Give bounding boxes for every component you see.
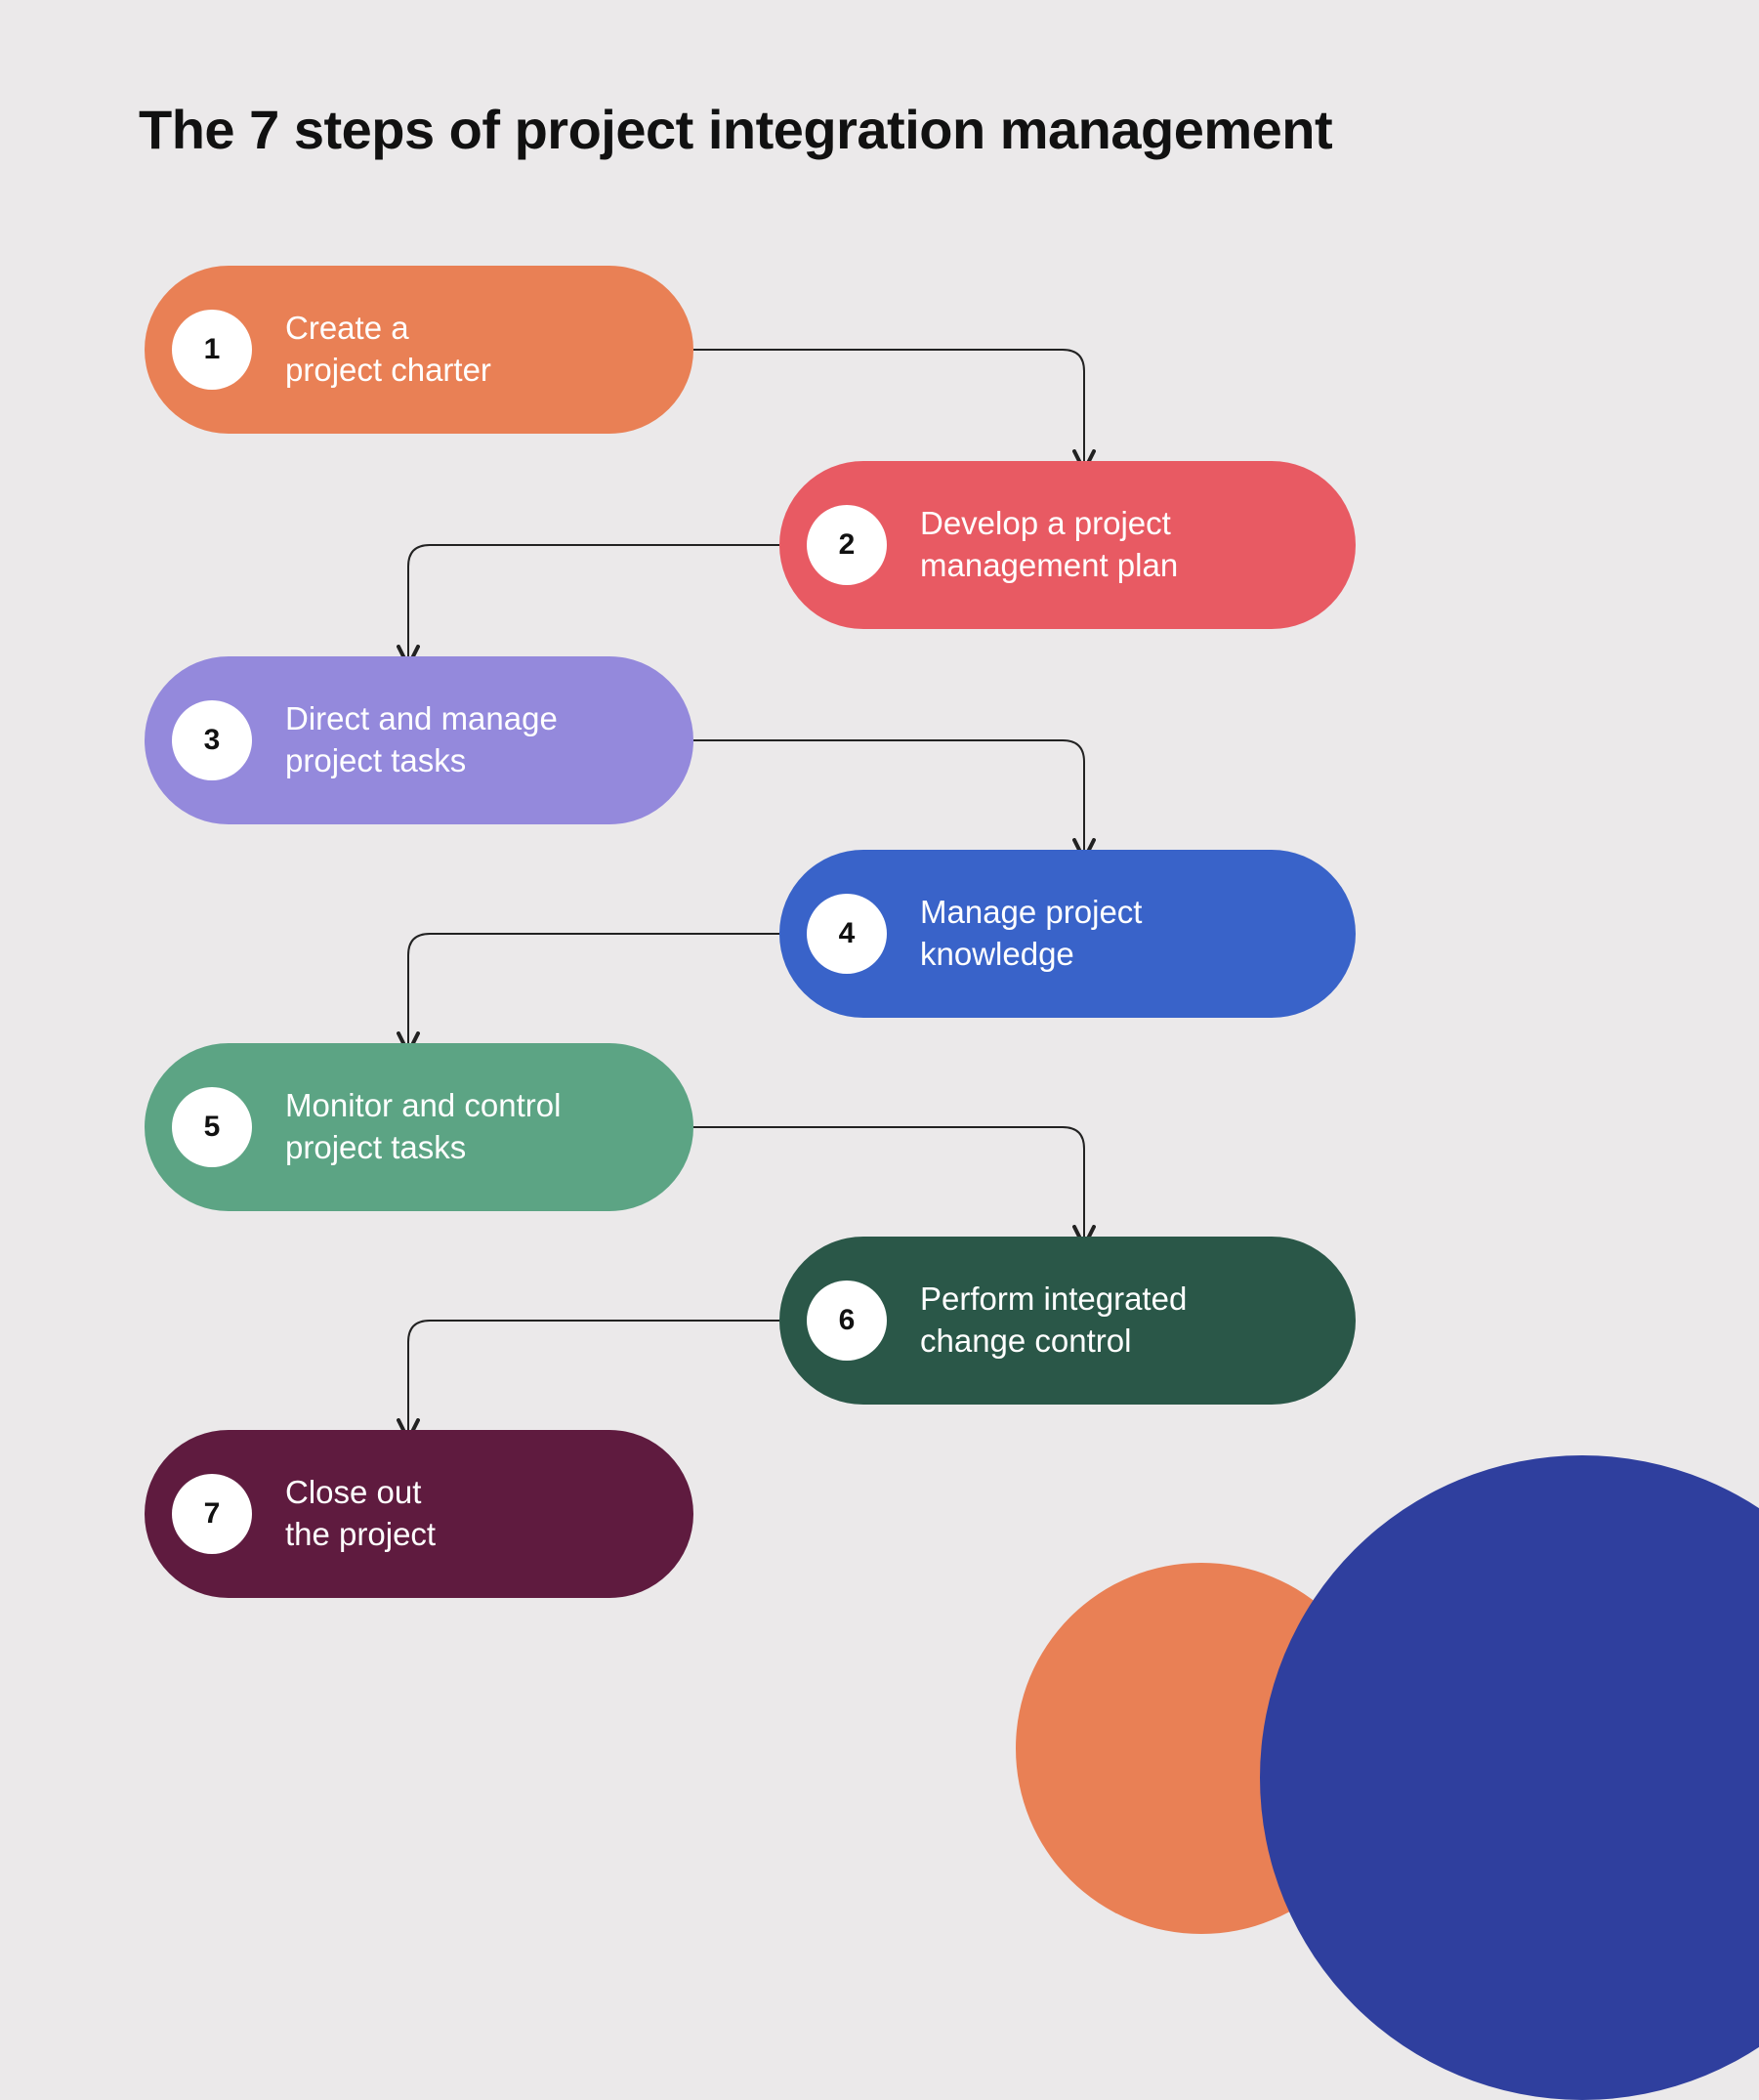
step-pill: 1 Create a project charter bbox=[145, 266, 693, 434]
step-pill: 5 Monitor and control project tasks bbox=[145, 1043, 693, 1211]
step-label: Perform integrated change control bbox=[920, 1279, 1187, 1363]
decoration-circle bbox=[1260, 1455, 1759, 2100]
step-number-badge: 7 bbox=[172, 1474, 252, 1554]
step-pill: 2 Develop a project management plan bbox=[779, 461, 1356, 629]
step-pill: 4 Manage project knowledge bbox=[779, 850, 1356, 1018]
step-number-badge: 1 bbox=[172, 310, 252, 390]
connector-arrow bbox=[408, 934, 779, 1043]
step-number-badge: 5 bbox=[172, 1087, 252, 1167]
step-number-badge: 3 bbox=[172, 700, 252, 780]
step-pill: 3 Direct and manage project tasks bbox=[145, 656, 693, 824]
step-label: Develop a project management plan bbox=[920, 503, 1178, 587]
step-label: Direct and manage project tasks bbox=[285, 698, 558, 782]
step-label: Manage project knowledge bbox=[920, 892, 1142, 976]
step-pill: 6 Perform integrated change control bbox=[779, 1237, 1356, 1405]
connector-arrow bbox=[693, 1127, 1084, 1237]
step-pill: 7 Close out the project bbox=[145, 1430, 693, 1598]
step-number-badge: 4 bbox=[807, 894, 887, 974]
step-number-badge: 2 bbox=[807, 505, 887, 585]
connector-arrow bbox=[693, 350, 1084, 461]
connector-arrow bbox=[408, 545, 779, 656]
connector-arrow bbox=[693, 740, 1084, 850]
page-title: The 7 steps of project integration manag… bbox=[139, 98, 1332, 161]
step-label: Create a project charter bbox=[285, 308, 491, 392]
step-label: Monitor and control project tasks bbox=[285, 1085, 561, 1169]
step-number-badge: 6 bbox=[807, 1281, 887, 1361]
step-label: Close out the project bbox=[285, 1472, 436, 1556]
connector-arrow bbox=[408, 1321, 779, 1430]
